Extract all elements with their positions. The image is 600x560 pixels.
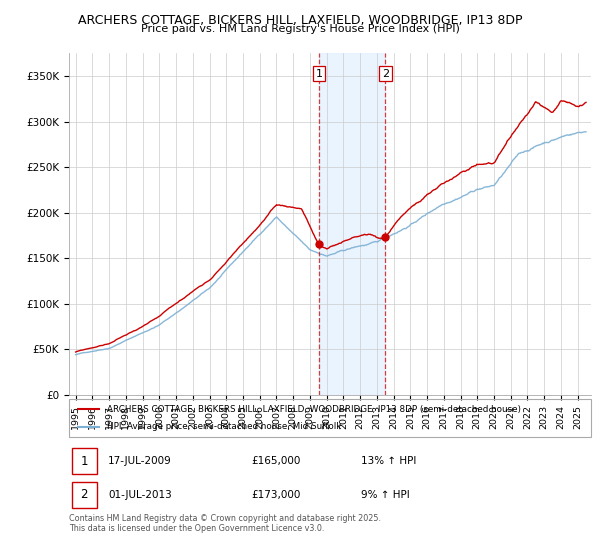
Text: £173,000: £173,000 [252, 490, 301, 500]
Text: 17-JUL-2009: 17-JUL-2009 [108, 456, 172, 466]
Text: £165,000: £165,000 [252, 456, 301, 466]
Text: 01-JUL-2013: 01-JUL-2013 [108, 490, 172, 500]
Text: 13% ↑ HPI: 13% ↑ HPI [361, 456, 416, 466]
Text: 1: 1 [316, 68, 322, 78]
Bar [71, 449, 97, 474]
Text: ARCHERS COTTAGE, BICKERS HILL, LAXFIELD, WOODBRIDGE, IP13 8DP: ARCHERS COTTAGE, BICKERS HILL, LAXFIELD,… [78, 14, 522, 27]
Text: Price paid vs. HM Land Registry's House Price Index (HPI): Price paid vs. HM Land Registry's House … [140, 24, 460, 34]
Text: HPI: Average price, semi-detached house, Mid Suffolk: HPI: Average price, semi-detached house,… [107, 422, 341, 431]
Text: 2: 2 [80, 488, 88, 501]
Text: Contains HM Land Registry data © Crown copyright and database right 2025.
This d: Contains HM Land Registry data © Crown c… [69, 514, 381, 534]
Bar [319, 53, 385, 395]
Bar [71, 482, 97, 507]
Text: ARCHERS COTTAGE, BICKERS HILL, LAXFIELD, WOODBRIDGE, IP13 8DP (semi-detached hou: ARCHERS COTTAGE, BICKERS HILL, LAXFIELD,… [107, 404, 521, 413]
Text: 1: 1 [80, 455, 88, 468]
Text: 2: 2 [382, 68, 389, 78]
Text: 9% ↑ HPI: 9% ↑ HPI [361, 490, 410, 500]
